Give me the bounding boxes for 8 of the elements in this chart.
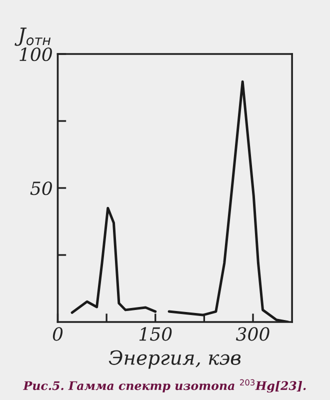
x-tick-label: 300 — [236, 327, 270, 341]
y-tick-label: 100 — [20, 47, 52, 62]
y-axis-title: J$_{отн}$ — [14, 28, 51, 46]
x-axis-title: Энергия, кэв — [108, 350, 241, 369]
x-tick-label: 0 — [52, 327, 63, 341]
text: Рис.5. Гамма спектр изотопа $^{203}$Hg[23]. — [23, 379, 306, 393]
y-tick-label: 50 — [30, 181, 52, 196]
x-tick-label: 150 — [139, 327, 172, 341]
